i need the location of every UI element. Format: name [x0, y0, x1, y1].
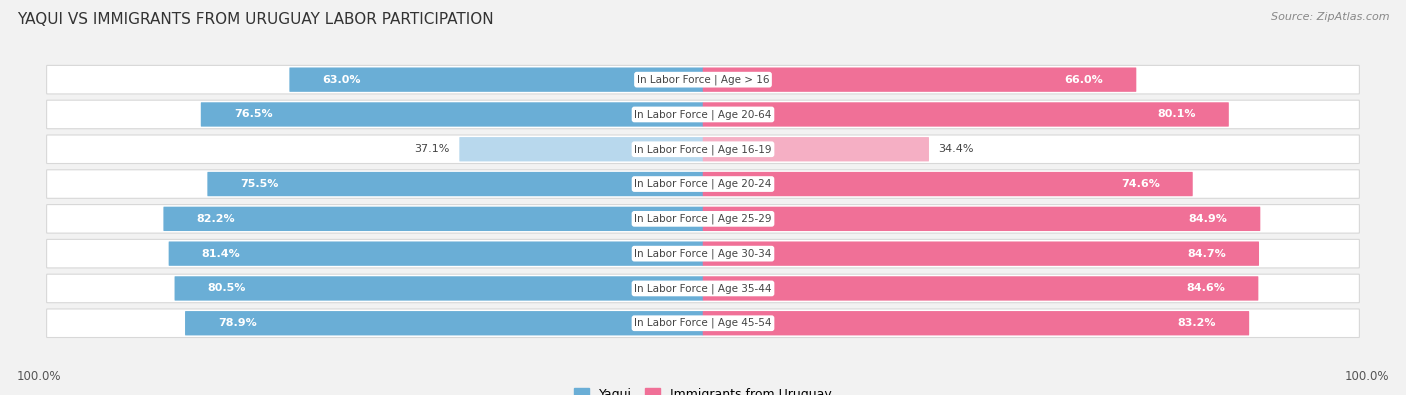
- Text: 100.0%: 100.0%: [17, 370, 62, 383]
- Legend: Yaqui, Immigrants from Uruguay: Yaqui, Immigrants from Uruguay: [569, 383, 837, 395]
- Text: 84.7%: 84.7%: [1187, 248, 1226, 259]
- FancyBboxPatch shape: [703, 311, 1249, 335]
- Text: 66.0%: 66.0%: [1064, 75, 1104, 85]
- Text: 63.0%: 63.0%: [322, 75, 361, 85]
- Text: 34.4%: 34.4%: [939, 144, 974, 154]
- FancyBboxPatch shape: [163, 207, 703, 231]
- FancyBboxPatch shape: [46, 274, 1360, 303]
- FancyBboxPatch shape: [207, 172, 703, 196]
- FancyBboxPatch shape: [174, 276, 703, 301]
- Text: In Labor Force | Age 45-54: In Labor Force | Age 45-54: [634, 318, 772, 329]
- FancyBboxPatch shape: [46, 205, 1360, 233]
- Text: 84.9%: 84.9%: [1188, 214, 1227, 224]
- Text: In Labor Force | Age 16-19: In Labor Force | Age 16-19: [634, 144, 772, 154]
- Text: In Labor Force | Age 35-44: In Labor Force | Age 35-44: [634, 283, 772, 294]
- FancyBboxPatch shape: [703, 241, 1258, 266]
- FancyBboxPatch shape: [703, 137, 929, 162]
- FancyBboxPatch shape: [46, 66, 1360, 94]
- FancyBboxPatch shape: [703, 172, 1192, 196]
- Text: YAQUI VS IMMIGRANTS FROM URUGUAY LABOR PARTICIPATION: YAQUI VS IMMIGRANTS FROM URUGUAY LABOR P…: [17, 12, 494, 27]
- Text: In Labor Force | Age 25-29: In Labor Force | Age 25-29: [634, 214, 772, 224]
- FancyBboxPatch shape: [460, 137, 703, 162]
- Text: 74.6%: 74.6%: [1121, 179, 1160, 189]
- Text: 80.1%: 80.1%: [1157, 109, 1195, 119]
- Text: 76.5%: 76.5%: [233, 109, 273, 119]
- FancyBboxPatch shape: [169, 241, 703, 266]
- Text: 81.4%: 81.4%: [201, 248, 240, 259]
- Text: 78.9%: 78.9%: [218, 318, 257, 328]
- FancyBboxPatch shape: [703, 68, 1136, 92]
- FancyBboxPatch shape: [46, 309, 1360, 337]
- Text: In Labor Force | Age 20-64: In Labor Force | Age 20-64: [634, 109, 772, 120]
- Text: 82.2%: 82.2%: [197, 214, 235, 224]
- FancyBboxPatch shape: [46, 170, 1360, 198]
- Text: 37.1%: 37.1%: [415, 144, 450, 154]
- FancyBboxPatch shape: [46, 135, 1360, 164]
- FancyBboxPatch shape: [201, 102, 703, 127]
- FancyBboxPatch shape: [46, 239, 1360, 268]
- Text: In Labor Force | Age > 16: In Labor Force | Age > 16: [637, 74, 769, 85]
- FancyBboxPatch shape: [46, 100, 1360, 129]
- FancyBboxPatch shape: [703, 276, 1258, 301]
- FancyBboxPatch shape: [703, 207, 1260, 231]
- FancyBboxPatch shape: [186, 311, 703, 335]
- Text: 100.0%: 100.0%: [1344, 370, 1389, 383]
- Text: In Labor Force | Age 20-24: In Labor Force | Age 20-24: [634, 179, 772, 189]
- FancyBboxPatch shape: [703, 102, 1229, 127]
- Text: Source: ZipAtlas.com: Source: ZipAtlas.com: [1271, 12, 1389, 22]
- FancyBboxPatch shape: [290, 68, 703, 92]
- Text: 83.2%: 83.2%: [1178, 318, 1216, 328]
- Text: 84.6%: 84.6%: [1187, 284, 1225, 293]
- Text: 80.5%: 80.5%: [208, 284, 246, 293]
- Text: In Labor Force | Age 30-34: In Labor Force | Age 30-34: [634, 248, 772, 259]
- Text: 75.5%: 75.5%: [240, 179, 278, 189]
